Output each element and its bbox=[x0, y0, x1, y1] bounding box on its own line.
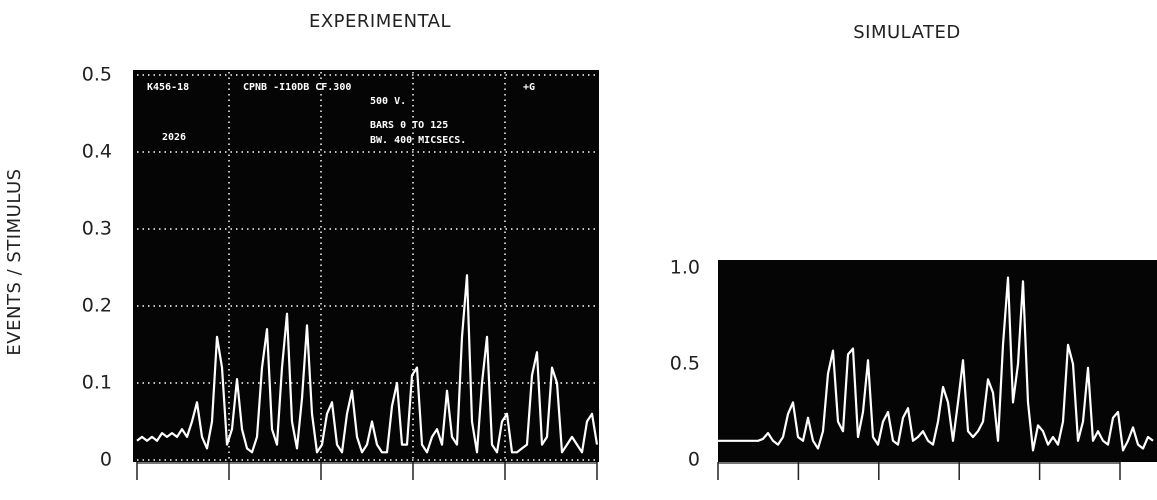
annotation: BARS 0 TO 125 bbox=[370, 120, 448, 131]
annotation: +G bbox=[523, 82, 535, 93]
y-tick-label: 0.3 bbox=[82, 218, 112, 240]
figure: EXPERIMENTAL SIMULATED EVENTS / STIMULUS… bbox=[0, 0, 1157, 496]
y-tick-label: 0.1 bbox=[82, 372, 112, 394]
y-axis-label: EVENTS / STIMULUS bbox=[4, 168, 25, 355]
y-tick-label: 0.4 bbox=[82, 141, 112, 163]
annotation: 500 V. bbox=[370, 96, 406, 107]
annotation: BW. 400 MICSECS. bbox=[370, 135, 466, 146]
y-tick-label: 0 bbox=[688, 449, 700, 471]
y-tick-label: 0.2 bbox=[82, 295, 112, 317]
y-tick-label: 0.5 bbox=[82, 64, 112, 86]
y-tick-label: 0 bbox=[100, 449, 112, 471]
y-tick-label: 1.0 bbox=[670, 257, 700, 279]
annotation: 2026 bbox=[162, 132, 186, 143]
annotation: K456-18 bbox=[147, 82, 189, 93]
chart-title: SIMULATED bbox=[853, 22, 961, 43]
y-tick-label: 0.5 bbox=[670, 353, 700, 375]
chart-title: EXPERIMENTAL bbox=[309, 11, 451, 32]
annotation: CPNB -I10DB CF.300 bbox=[243, 82, 351, 93]
